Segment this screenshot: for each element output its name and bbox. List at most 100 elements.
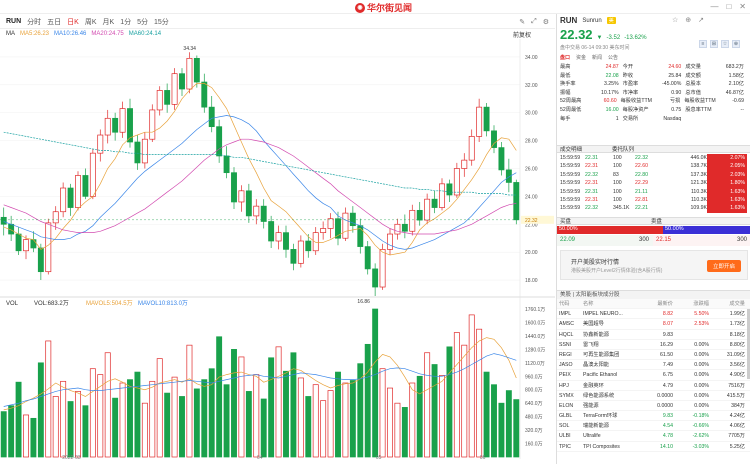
volume-bar — [156, 358, 163, 458]
volume-bar — [401, 407, 408, 458]
close-button[interactable]: ✕ — [739, 2, 746, 11]
period-tab[interactable]: 5分 — [137, 18, 148, 26]
table-row[interactable]: PEIX Pacific Ethanol 6.75 0.00% 4.90亿 — [557, 370, 750, 381]
table-row[interactable]: JASO 晶澳太阳能 7.49 0.00% 3.56亿 — [557, 360, 750, 371]
period-tab[interactable]: 月K — [102, 18, 115, 26]
ma60-line — [3, 131, 517, 196]
candle-body — [431, 198, 438, 208]
period-tab-active[interactable]: 日K — [67, 18, 79, 26]
quote-panel: RUN Sunrun 美 ☆ ⊕ ↗ 22.32 ▼ -3.52 -13.62% 盘… — [556, 14, 750, 464]
tab-news[interactable]: 新闻 — [592, 55, 603, 61]
tab-trades[interactable]: 成交明细 — [560, 147, 583, 153]
ma20-line — [3, 138, 517, 235]
favorite-icon[interactable]: ☆ — [721, 40, 729, 48]
chart-area[interactable]: 34.00 32.00 30.00 28.00 26.00 24.00 22.00 20.00… — [0, 39, 555, 459]
sell-label: 卖盘 — [651, 219, 663, 225]
volume-bar — [476, 328, 483, 458]
stat-label: 每股净资产 — [622, 106, 649, 113]
sector-cell: PEIX — [559, 372, 571, 379]
candle-body — [238, 190, 245, 203]
sector-cell: 0.00% — [694, 351, 709, 358]
table-row[interactable]: ELON 强能源 0.0000 0.00% 384万 — [557, 401, 750, 412]
volume-bar — [30, 417, 37, 458]
trade-cell: 2.07% — [707, 154, 747, 163]
stat-value: 60.60 — [603, 98, 617, 105]
table-row[interactable]: HPJ 金融英环 4.79 0.00% 7516万 — [557, 381, 750, 391]
table-row[interactable]: GLBL TerraForm环球 9.83 -0.18% 4.24亿 — [557, 411, 750, 422]
bid-volume: 300 — [638, 237, 649, 243]
share-icon[interactable]: ↗ — [698, 17, 705, 24]
period-tab[interactable]: 五日 — [47, 18, 62, 26]
stat-label: 每手 — [560, 115, 571, 122]
draw-icon[interactable]: ✎ — [519, 18, 526, 26]
star-icon[interactable]: ☆ — [672, 17, 679, 24]
table-row[interactable]: HQCL 协鑫新能源 9.83 8.18亿 — [557, 330, 750, 340]
trade-cell: 121.3K — [690, 180, 707, 187]
table-row[interactable]: AMSC 美国超导 8.07 2.53% 1.73亿 — [557, 319, 750, 330]
promo-cta-button[interactable]: 立即开启 — [706, 260, 741, 272]
market-badge: 美 — [606, 17, 616, 24]
sector-cell: IMPL — [559, 311, 572, 318]
ma10-label: MA10:26.46 — [54, 31, 87, 37]
period-tab[interactable]: 分时 — [27, 18, 42, 26]
tab-notices[interactable]: 公告 — [608, 55, 619, 61]
candle-body — [245, 190, 252, 217]
table-row[interactable]: ULBI Ultralife 4.78 -2.62% 7705万 — [557, 431, 750, 442]
trade-cell: 109.9K — [690, 205, 707, 212]
sector-cell: 31.09亿 — [726, 351, 745, 358]
period-tab[interactable]: 1分 — [120, 18, 132, 26]
volume-bar — [409, 382, 416, 458]
stat-label: 成交额 — [685, 72, 701, 79]
volume-bar — [216, 336, 223, 458]
candle-body — [424, 198, 431, 221]
sector-cell: ULBI — [559, 433, 571, 440]
maximize-button[interactable]: □ — [726, 2, 732, 11]
trade-row: 15:59:59 22.31 100 22.81 110.3K 1.63% — [557, 195, 750, 205]
trade-cell: 22.21 — [635, 205, 648, 212]
volume-tick: 1600.0万 — [525, 320, 545, 326]
tab-funds[interactable]: 资金 — [576, 55, 587, 61]
table-row[interactable]: SSNI 雷飞翔 16.29 0.00% 8.80亿 — [557, 340, 750, 350]
promo-banner[interactable]: 开户美股实时行情 港股美股开户Level2行情体验(含A股行情) 立即开启 — [560, 250, 748, 280]
period-tab[interactable]: 15分 — [154, 18, 169, 26]
price-tick: 28.00 — [525, 139, 538, 145]
period-tab[interactable]: 周K — [84, 18, 97, 26]
volume-tick: 1280.0万 — [525, 347, 545, 353]
ma-legend: MA MA5:26.23 MA10:26.46 MA20:24.75 MA60:… — [0, 29, 555, 39]
minimize-button[interactable]: — — [710, 2, 719, 11]
stat-label: 交易所 — [622, 115, 639, 122]
table-row[interactable]: SYMX 绿色能源系统 0.0000 0.00% 415.5万 — [557, 391, 750, 401]
sector-cell: 0.00% — [694, 392, 709, 399]
price-change-pct: -13.62% — [624, 35, 647, 41]
list-icon[interactable]: ≡ — [699, 40, 707, 48]
trade-cell: 22.60 — [635, 163, 648, 170]
tab-orderbook[interactable]: 盘口 — [560, 55, 571, 61]
settings-icon[interactable]: ⚙ — [542, 18, 549, 26]
grid-icon[interactable]: ⊞ — [710, 40, 718, 48]
more-icon[interactable]: ⊕ — [732, 40, 740, 48]
add-icon[interactable]: ⊕ — [685, 17, 692, 24]
table-row[interactable]: TPIC TPI Composites 14.10 -3.03% 5.25亿 — [557, 442, 750, 452]
adjust-dropdown[interactable]: 前复权 — [512, 32, 531, 39]
candlestick-chart[interactable]: 34.00 32.00 30.00 28.00 26.00 24.00 22.00 20.00… — [0, 39, 555, 459]
volume-tick: 960.0万 — [525, 374, 543, 380]
sector-cell: Pacific Ethanol — [583, 372, 618, 379]
sector-cell: TerraForm环球 — [583, 413, 618, 420]
table-row[interactable]: REGI 可再生能源集团 61.50 0.00% 31.09亿 — [557, 350, 750, 361]
tab-queue[interactable]: 委托队列 — [612, 147, 635, 153]
trade-cell: 15:59:59 — [560, 188, 581, 195]
sector-cell: REGI — [559, 351, 572, 358]
volume-bar — [23, 414, 29, 458]
fullscreen-icon[interactable]: ⤢ — [531, 17, 537, 25]
trade-cell: 22.81 — [635, 196, 648, 203]
quote-stat-row: 每手 1 交易所 Nasdaq — [560, 115, 748, 124]
scrollbar[interactable] — [747, 309, 750, 379]
table-row[interactable]: IMPL IMPEL NEURO... 8.82 5.50% 1.99亿 — [557, 309, 750, 320]
sector-cell: IMPEL NEURO... — [583, 311, 623, 318]
ma60-label: MA60:24.14 — [128, 31, 162, 37]
stat-label: 成交量 — [685, 64, 701, 70]
price-tick: 30.00 — [525, 111, 538, 117]
stat-value: 683.2万 — [725, 64, 744, 70]
chart-toolbar: RUN 分时 五日 日K 周K 月K 1分 5分 15分 ✎ ⤢ ⚙ — [0, 15, 555, 29]
table-row[interactable]: SOL 瑞能新能源 4.54 -0.66% 4.06亿 — [557, 421, 750, 432]
